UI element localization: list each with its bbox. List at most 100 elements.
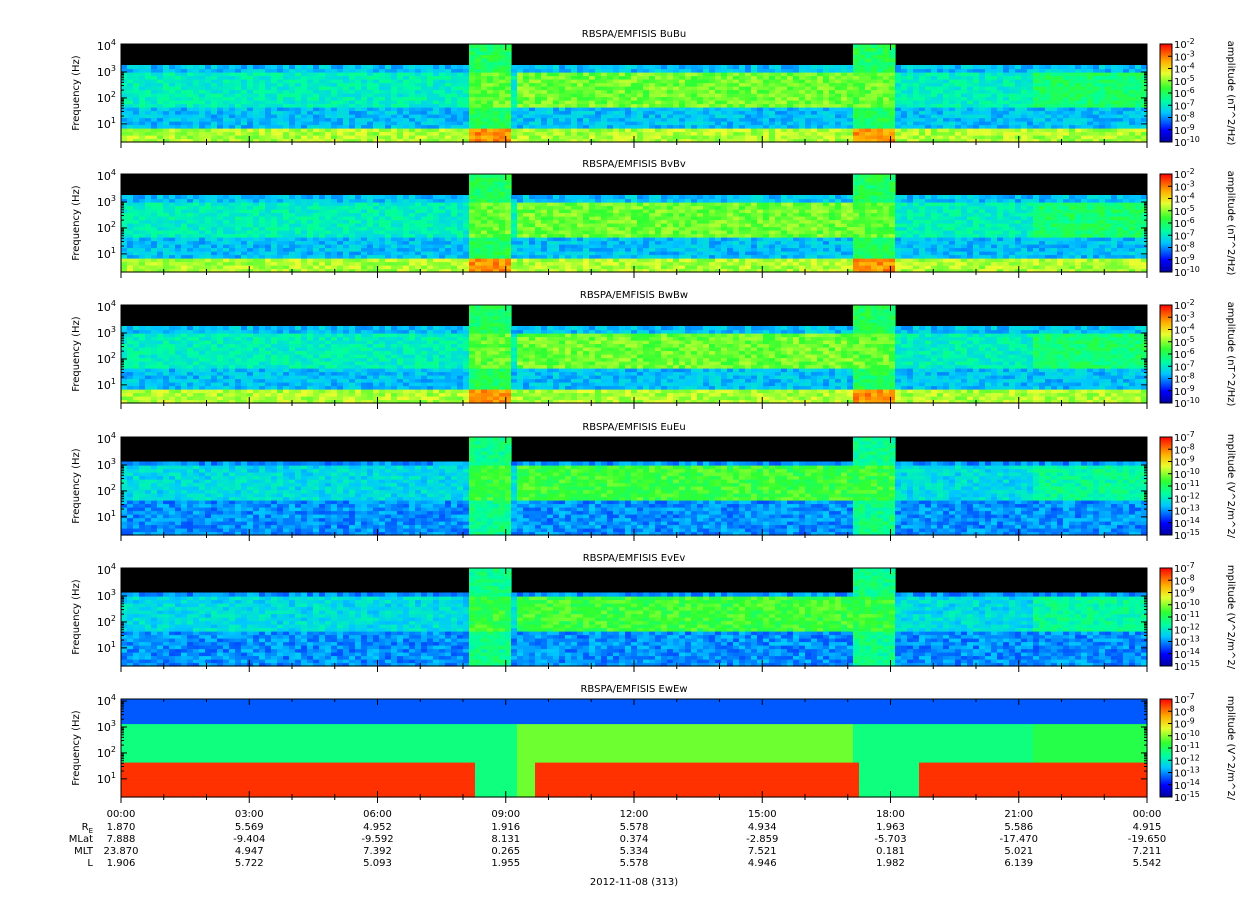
colorbar-label: amplitude (nT^2/Hz) [1225,171,1236,276]
x-tick-label: 09:00 [491,809,520,820]
ephemeris-value: 7.392 [363,846,392,857]
y-tick-label: 104 [97,693,116,708]
ephemeris-value: 1.916 [491,822,520,833]
ephemeris-value: 1.963 [876,822,905,833]
x-tick-label: 00:00 [107,809,136,820]
ephemeris-value: 7.888 [107,834,136,845]
y-axis-label: Frequency (Hz) [71,185,82,261]
ephemeris-value: -2.859 [746,834,778,845]
ephemeris-value: 7.521 [748,846,777,857]
y-axis-label: Frequency (Hz) [71,710,82,786]
colorbar-4: 10-710-810-910-1010-1110-1210-1310-1410-… [1160,430,1236,542]
x-tick-label: 12:00 [620,809,649,820]
ephemeris-value: 4.952 [363,822,392,833]
ephemeris-value: 6.139 [1004,858,1033,869]
x-tick-label: 15:00 [748,809,777,820]
x-tick-label: 00:00 [1133,809,1162,820]
spectrogram-cells [121,699,1148,798]
ephemeris-value: 5.021 [1004,846,1033,857]
y-axis-label: Frequency (Hz) [71,316,82,392]
ephemeris-row-label: L [87,858,93,869]
y-tick-label: 103 [97,64,116,79]
x-axis: 00:00 03:00 06:00 09:00 12:00 15:00 18:00 21:00… [69,809,1167,888]
colorbar-1: 10-210-310-410-510-610-710-810-910-10 amp… [1160,37,1236,149]
ephemeris-value: 5.334 [620,846,649,857]
y-tick-label: 104 [97,562,116,577]
colorbar-tick-label: 10-15 [1174,528,1200,542]
panel-title: RBSPA/EMFISIS EuEu [582,422,685,433]
colorbar-label: mplitude (V^2/m^2/ [1225,565,1236,670]
colorbar-label: amplitude (nT^2/Hz) [1225,302,1236,407]
ephemeris-value: -19.650 [1128,834,1167,845]
panel-title: RBSPA/EMFISIS BuBu [582,29,686,40]
ephemeris-value: 5.578 [620,822,649,833]
panel-title: RBSPA/EMFISIS BwBw [580,290,688,301]
y-tick-label: 103 [97,194,116,209]
spectrogram-panel-6: RBSPA/EMFISIS EwEw 101 102 103 104 Frequency … [71,684,1148,803]
ephemeris-value: 0.374 [620,834,649,845]
colorbar-tick-label: 10-10 [1174,135,1200,149]
colorbar-5: 10-710-810-910-1010-1110-1210-1310-1410-… [1160,561,1236,673]
colorbar-tick-label: 10-15 [1174,790,1200,804]
y-tick-label: 104 [97,168,116,183]
y-tick-label: 102 [97,483,116,498]
colorbar-tick-label: 10-10 [1174,396,1200,410]
y-tick-label: 103 [97,719,116,734]
y-tick-label: 102 [97,614,116,629]
y-tick-label: 103 [97,325,116,340]
spectrogram-panel-4: RBSPA/EMFISIS EuEu 101 102 103 104 Frequency … [71,422,1148,541]
colorbar-label: mplitude (V^2/m^2/ [1225,434,1236,539]
ephemeris-value: -5.703 [874,834,906,845]
colorbar-label: mplitude (V^2/m^2/ [1225,696,1236,801]
y-tick-label: 101 [97,116,116,131]
colorbar-tick-label: 10-10 [1174,265,1200,279]
colorbar-2: 10-210-310-410-510-610-710-810-910-10 amp… [1160,167,1236,279]
date-label: 2012-11-08 (313) [590,877,678,888]
ephemeris-value: 1.906 [107,858,136,869]
spectrogram-panel-2: RBSPA/EMFISIS BvBv 101 102 103 104 Frequency … [71,159,1148,278]
y-tick-label: 101 [97,246,116,261]
ephemeris-value: 5.578 [620,858,649,869]
panel-title: RBSPA/EMFISIS EvEv [583,553,686,564]
panel-title: RBSPA/EMFISIS EwEw [580,684,687,695]
x-tick-label: 06:00 [363,809,392,820]
colorbar-3: 10-210-310-410-510-610-710-810-910-10 amp… [1160,298,1236,410]
ephemeris-row-label: MLat [69,834,93,845]
spectrogram-panel-1: RBSPA/EMFISIS BuBu101102103104Frequency … [71,29,1148,148]
ephemeris-value: 4.915 [1133,822,1162,833]
ephemeris-value: 5.722 [235,858,264,869]
y-tick-label: 101 [97,771,116,786]
ephemeris-value: -9.592 [361,834,393,845]
colorbar-6: 10-710-810-910-1010-1110-1210-1310-1410-… [1160,692,1236,804]
ephemeris-value: -9.404 [233,834,265,845]
ephemeris-value: 7.211 [1133,846,1162,857]
ephemeris-value: 4.946 [748,858,777,869]
y-tick-label: 101 [97,640,116,655]
y-tick-label: 103 [97,588,116,603]
ephemeris-value: 1.982 [876,858,905,869]
ephemeris-value: 1.870 [107,822,136,833]
ephemeris-value: 0.181 [876,846,905,857]
y-tick-label: 103 [97,457,116,472]
x-tick-label: 18:00 [876,809,905,820]
ephemeris-value: 5.542 [1133,858,1162,869]
ephemeris-value: 5.093 [363,858,392,869]
y-tick-label: 101 [97,509,116,524]
y-axis-label: Frequency (Hz) [71,579,82,655]
y-tick-label: 104 [97,431,116,446]
y-tick-label: 102 [97,745,116,760]
y-tick-label: 102 [97,220,116,235]
ephemeris-value: 23.870 [104,846,139,857]
y-tick-label: 102 [97,90,116,105]
ephemeris-value: -17.470 [999,834,1038,845]
y-tick-label: 104 [97,299,116,314]
panel-title: RBSPA/EMFISIS BvBv [582,159,686,170]
spectrogram-panel-5: RBSPA/EMFISIS EvEv 101 102 103 104 Frequency … [71,553,1148,672]
x-tick-label: 03:00 [235,809,264,820]
colorbar-label: amplitude (nT^2/Hz) [1225,41,1236,146]
y-axis-label: Frequency (Hz) [71,448,82,524]
ephemeris-value: 4.947 [235,846,264,857]
ephemeris-value: 5.569 [235,822,264,833]
ephemeris-value: 0.265 [491,846,520,857]
y-tick-label: 101 [97,377,116,392]
